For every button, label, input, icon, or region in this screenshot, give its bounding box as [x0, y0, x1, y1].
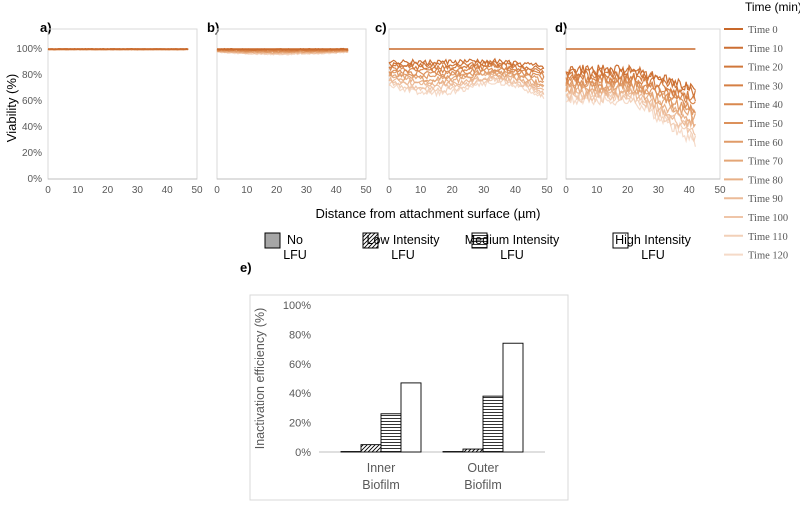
bar-legend-swatch: [612, 232, 629, 249]
bar-legend-label: Medium Intensity LFU: [465, 233, 560, 262]
x-tick-label: 20: [271, 185, 283, 196]
x-tick-label: 0: [386, 185, 392, 196]
legend-entry: Time 40: [748, 100, 783, 111]
bar-chart-frame: [249, 294, 569, 501]
legend-entry: Time 70: [748, 157, 783, 168]
x-tick-label: 10: [241, 185, 253, 196]
series-line-time-110: [388, 76, 545, 98]
series-line-time-20: [565, 67, 696, 100]
bar-legend-swatch: [471, 232, 488, 249]
series-line-time-30: [388, 62, 545, 76]
series-line-time-110: [565, 92, 696, 142]
legend-entry: Time 0: [748, 25, 778, 36]
series-line-time-100: [565, 89, 696, 136]
bar-y-axis-title: Inactivation efficiency (%): [253, 308, 267, 450]
bar-outer-series-3: [502, 342, 524, 453]
panel-label-b: b): [207, 20, 219, 35]
bar-legend-label: High Intensity LFU: [615, 233, 691, 262]
plot-frame: [388, 28, 548, 180]
y-tick-label: 40%: [289, 388, 311, 400]
y-tick-label: 80%: [22, 70, 42, 81]
x-tick-label: 30: [132, 185, 144, 196]
legend-entry: Time 50: [748, 119, 783, 130]
series-line-time-10: [565, 63, 696, 91]
bar-inner-series-3: [400, 382, 422, 453]
panel-label-e: e): [240, 260, 252, 275]
legend-entry: Time 110: [748, 232, 788, 243]
series-line-time-50: [388, 66, 545, 82]
bar-outer-series-1: [462, 448, 484, 453]
y-tick-label: 100%: [283, 300, 311, 312]
x-tick-label: 20: [102, 185, 114, 196]
category-label: Inner Biofilm: [362, 461, 400, 492]
line-chart-d: 0 10 20 30 40 50: [563, 28, 726, 196]
x-tick-label: 30: [478, 185, 490, 196]
x-tick-label: 20: [622, 185, 634, 196]
y-axis-title: Viability (%): [4, 74, 19, 142]
bar-legend-swatch: [264, 232, 281, 249]
series-line-time-40: [388, 63, 545, 78]
legend-entry: Time 120: [748, 251, 788, 262]
x-tick-label: 40: [684, 185, 696, 196]
x-tick-label: 50: [360, 185, 372, 196]
legend-title: Time (min): [745, 0, 800, 14]
panel-label-d: d): [555, 20, 567, 35]
x-tick-label: 0: [45, 185, 51, 196]
x-tick-label: 10: [415, 185, 427, 196]
y-tick-label: 20%: [289, 418, 311, 430]
series-line-time-90: [565, 85, 696, 129]
bar-legend-swatch: [362, 232, 379, 249]
legend-entry: Time 80: [748, 175, 783, 186]
x-tick-label: 20: [447, 185, 459, 196]
x-axis-title: Distance from attachment surface (µm): [316, 206, 541, 221]
category-label: Outer Biofilm: [464, 461, 502, 492]
x-tick-label: 50: [714, 185, 726, 196]
legend-entry: Time 100: [748, 213, 788, 224]
x-tick-label: 30: [653, 185, 665, 196]
legend-entry: Time 10: [748, 44, 783, 55]
y-tick-label: 40%: [22, 122, 42, 133]
x-tick-label: 10: [72, 185, 84, 196]
x-tick-label: 50: [541, 185, 553, 196]
bar-chart-e: 0% 20% 40% 60% 80% 100% Inactivation efficienc…: [249, 294, 569, 501]
legend-entry: Time 30: [748, 81, 783, 92]
legend-entry: Time 90: [748, 194, 783, 205]
panel-label-c: c): [375, 20, 387, 35]
y-tick-label: 0%: [295, 447, 311, 459]
series-line-time-10: [388, 57, 545, 70]
x-tick-label: 10: [591, 185, 603, 196]
y-tick-label: 0%: [28, 174, 43, 185]
bar-legend: No LFU Low Intensity LFU Medium Intensity LFU…: [264, 232, 692, 262]
bar-legend-label: No LFU: [283, 233, 307, 262]
bar-legend-label: Low Intensity LFU: [367, 233, 441, 262]
bar-inner-series-2: [380, 413, 402, 453]
line-chart-a: 0% 20% 40% 60% 80% 100% 0 10 20 30 40 50: [16, 28, 203, 196]
x-tick-label: 40: [510, 185, 522, 196]
line-chart-c: 0 10 20 30 40 50: [386, 28, 553, 196]
x-tick-label: 50: [191, 185, 203, 196]
bar-outer-series-2: [482, 395, 504, 453]
time-legend: Time (min) Time 0 Time 10 Time 20 Time 30 Ti…: [724, 0, 800, 262]
plot-frame: [47, 28, 198, 180]
legend-entry: Time 60: [748, 138, 783, 149]
series-line-time-30: [565, 69, 696, 102]
x-tick-label: 40: [162, 185, 174, 196]
x-tick-label: 0: [563, 185, 569, 196]
x-tick-label: 0: [214, 185, 220, 196]
bar-inner-series-1: [360, 444, 382, 453]
legend-entry: Time 20: [748, 63, 783, 74]
y-tick-label: 80%: [289, 329, 311, 341]
x-tick-label: 40: [331, 185, 343, 196]
series-line-time-100: [388, 75, 545, 95]
x-tick-label: 30: [301, 185, 313, 196]
y-tick-label: 60%: [289, 359, 311, 371]
y-tick-label: 100%: [16, 44, 42, 55]
panel-label-a: a): [40, 20, 52, 35]
series-line-time-40: [565, 71, 696, 105]
y-tick-label: 20%: [22, 148, 42, 159]
y-tick-label: 60%: [22, 96, 42, 107]
line-chart-b: 0 10 20 30 40 50: [214, 28, 372, 196]
